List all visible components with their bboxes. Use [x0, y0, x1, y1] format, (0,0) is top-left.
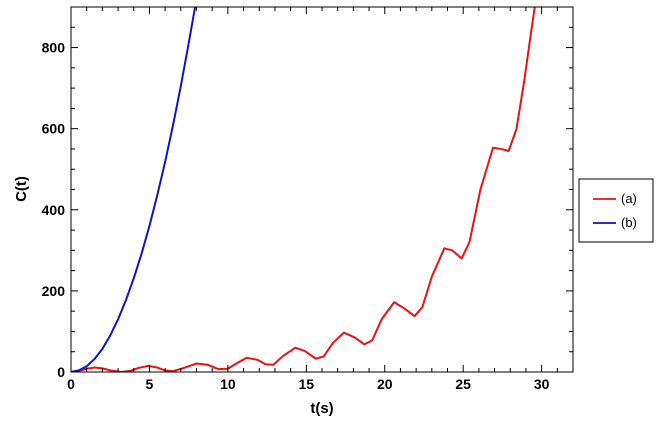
x-tick-label: 30: [534, 376, 550, 392]
y-axis-label: C(t): [13, 176, 30, 202]
legend-label-b: (b): [621, 215, 637, 230]
legend-box: [578, 178, 654, 243]
x-tick-label: 20: [377, 376, 393, 392]
x-tick-label: 25: [455, 376, 471, 392]
y-tick-label: 600: [42, 121, 66, 137]
legend-label-a: (a): [621, 191, 637, 206]
ticks-layer: 0 5 10 15 20 25 30 0 200 400 600 800: [42, 6, 574, 392]
y-tick-label: 200: [42, 283, 66, 299]
y-tick-label: 400: [42, 202, 66, 218]
plot-frame: [70, 6, 574, 373]
series-layer: [71, 7, 536, 372]
x-axis-label: t(s): [310, 400, 333, 417]
x-tick-label: 15: [299, 376, 315, 392]
x-tick-label: 5: [146, 376, 154, 392]
legend: (a) (b): [578, 178, 654, 243]
y-tick-label: 800: [42, 40, 66, 56]
series-line-0: [71, 7, 536, 372]
y-tick-label: 0: [57, 364, 65, 380]
x-tick-label: 0: [67, 376, 75, 392]
x-tick-label: 10: [220, 376, 236, 392]
series-line-1: [71, 7, 197, 372]
